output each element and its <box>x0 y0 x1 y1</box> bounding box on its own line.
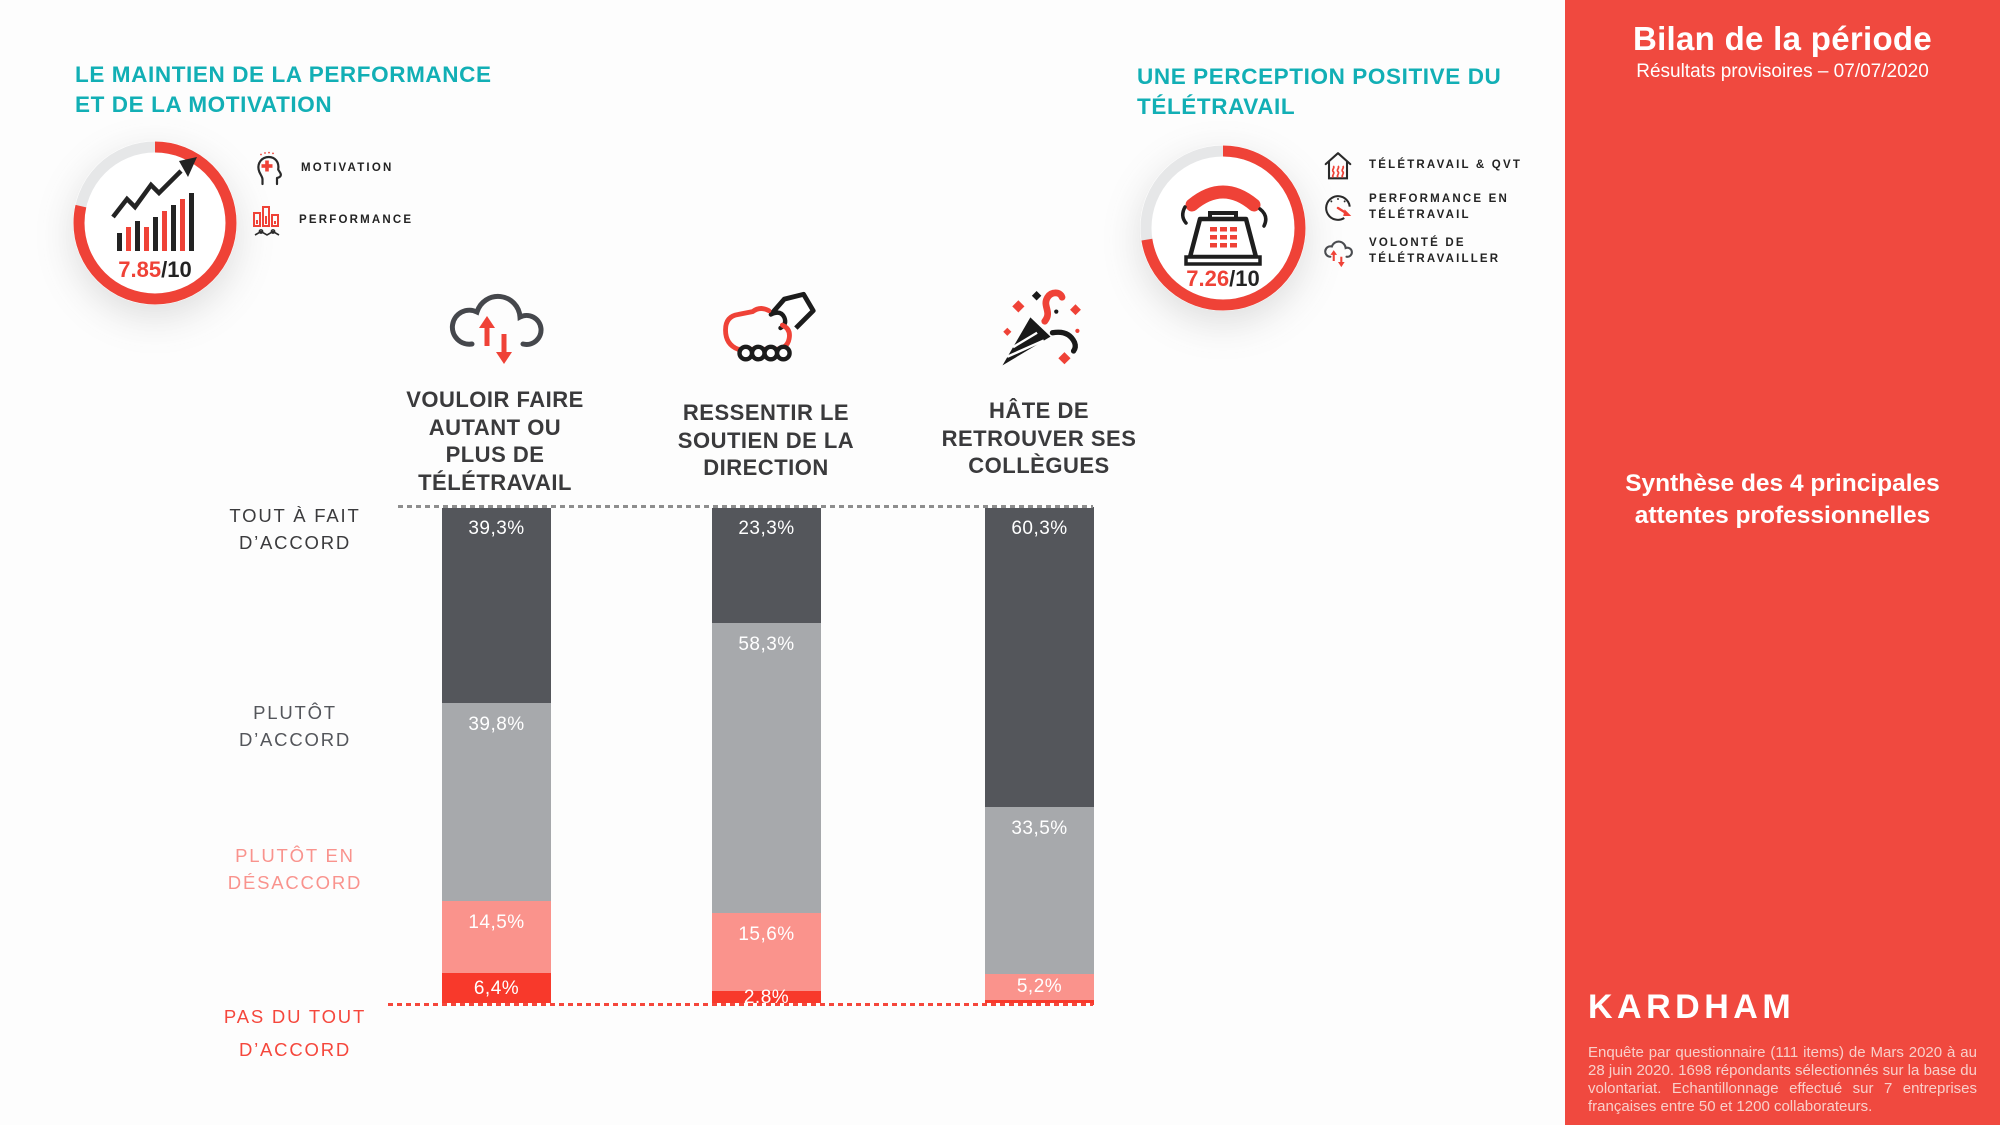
house-heatwaves-icon <box>1324 152 1352 180</box>
stacked-bar: 23,3% 58,3% 15,6% 2,8% <box>712 507 821 1008</box>
bar-segment: 60,3% <box>985 507 1094 808</box>
row-label-plutot-daccord: PLUTÔT D’ACCORD <box>238 702 352 750</box>
segment-value-label: 39,3% <box>468 518 525 539</box>
segment-value-label: 60,3% <box>1011 518 1068 539</box>
gauge-score: 7.26/10 <box>1186 266 1259 291</box>
top-dashed-guideline <box>398 505 1093 508</box>
stacked-bar: 39,3% 39,8% 14,5% 6,4% <box>442 507 551 1005</box>
gauge-score-denominator: /10 <box>1229 266 1260 291</box>
cloud-updown-icon <box>1324 240 1353 268</box>
row-label-tout-a-fait-daccord: TOUT À FAIT D’ACCORD <box>229 505 361 553</box>
gauge-score-value: 7.85 <box>118 257 161 282</box>
party-popper-icon <box>1002 289 1081 366</box>
gauge-score-value: 7.26 <box>1186 266 1229 291</box>
head-plus-icon <box>257 151 282 186</box>
segment-value-label: 14,5% <box>468 911 525 933</box>
legend-label: PERFORMANCE <box>299 214 414 227</box>
teletravail-perception-gauge: 7.26/10 <box>1140 145 1306 311</box>
bar-segment: 39,8% <box>442 702 551 901</box>
right-section-title: UNE PERCEPTION POSITIVE DU TÉLÉTRAVAIL <box>1137 64 1502 119</box>
performance-bars-icon <box>253 206 280 236</box>
legend-item-performance: PERFORMANCE <box>248 202 413 240</box>
row-label-pas-du-tout-daccord: PAS DU TOUT D’ACCORD <box>223 1006 367 1061</box>
segment-value-label: 2,8% <box>743 987 790 1009</box>
legend-item-performance-teletravail: PERFORMANCE EN TÉLÉTRAVAIL <box>1320 190 1509 226</box>
legend-label: MOTIVATION <box>301 162 394 175</box>
segment-value-label: 6,4% <box>473 978 520 1000</box>
handshake-icon <box>723 291 816 362</box>
segment-value-label: 5,2% <box>1016 976 1063 998</box>
left-section-title: LE MAINTIEN DE LA PERFORMANCE ET DE LA M… <box>75 62 492 117</box>
bar-segment: 15,6% <box>712 913 821 992</box>
column-title-teletravail: VOULOIR FAIRE AUTANT OU PLUS DE TÉLÉTRAV… <box>406 387 584 496</box>
gauge-ring: 7.26/10 <box>1140 145 1306 311</box>
segment-value-label: 15,6% <box>738 924 795 946</box>
row-label-plutot-en-desaccord: PLUTÔT EN DÉSACCORD <box>227 845 363 893</box>
sidebar-title: Bilan de la période <box>1632 20 1933 57</box>
bar-segment: 33,5% <box>985 807 1094 975</box>
segment-value-label: 23,3% <box>738 518 795 539</box>
bar-segment: 14,5% <box>442 900 551 974</box>
stacked-bar: 60,3% 33,5% 5,2% <box>985 507 1094 1005</box>
column-title-soutien-direction: RESSENTIR LE SOUTIEN DE LA DIRECTION <box>677 400 855 481</box>
bar-segment <box>985 1000 1094 1005</box>
legend-label: VOLONTÉ DE TÉLÉTRAVAILLER <box>1369 237 1501 265</box>
bar-segment: 2,8% <box>712 987 821 1008</box>
legend-item-teletravail-qvt: TÉLÉTRAVAIL & QVT <box>1320 148 1522 184</box>
motivation-performance-gauge: 7.85/10 <box>73 141 237 305</box>
bar-segment: 6,4% <box>442 973 551 1005</box>
segment-value-label: 33,5% <box>1011 818 1068 840</box>
column-title-collegues: HÂTE DE RETROUVER SES COLLÈGUES <box>941 398 1137 479</box>
kardham-logo: KARDHAM <box>1588 988 1796 1026</box>
bottom-dashed-guideline <box>388 1003 1093 1006</box>
legend-label: PERFORMANCE EN TÉLÉTRAVAIL <box>1369 193 1510 221</box>
sidebar-subtitle: Résultats provisoires – 07/07/2020 <box>1636 61 1929 82</box>
bar-segment: 5,2% <box>985 974 1094 1000</box>
legend-item-motivation: MOTIVATION <box>250 150 393 188</box>
bar-segment: 23,3% <box>712 507 821 624</box>
bar-segment: 58,3% <box>712 623 821 914</box>
sidebar-footnote: Enquête par questionnaire (111 items) de… <box>1588 1044 1977 1115</box>
trend-bars-icon <box>111 157 197 251</box>
gauge-score: 7.85/10 <box>118 257 191 282</box>
segment-value-label: 58,3% <box>738 634 795 656</box>
cloud-updown-icon <box>449 293 544 364</box>
telephone-icon <box>1181 185 1268 266</box>
gauge-score-denominator: /10 <box>161 257 192 282</box>
legend-item-volonte-teletravailler: VOLONTÉ DE TÉLÉTRAVAILLER <box>1320 234 1500 270</box>
sidebar-synthesis-text: Synthèse des 4 principales attentes prof… <box>1625 470 1940 530</box>
segment-value-label: 39,8% <box>468 713 525 735</box>
legend-label: TÉLÉTRAVAIL & QVT <box>1369 159 1523 172</box>
sidebar: Bilan de la période Résultats provisoire… <box>1565 0 2000 1125</box>
speedometer-icon <box>1325 195 1352 221</box>
bar-segment: 39,3% <box>442 507 551 703</box>
gauge-ring: 7.85/10 <box>73 141 237 305</box>
